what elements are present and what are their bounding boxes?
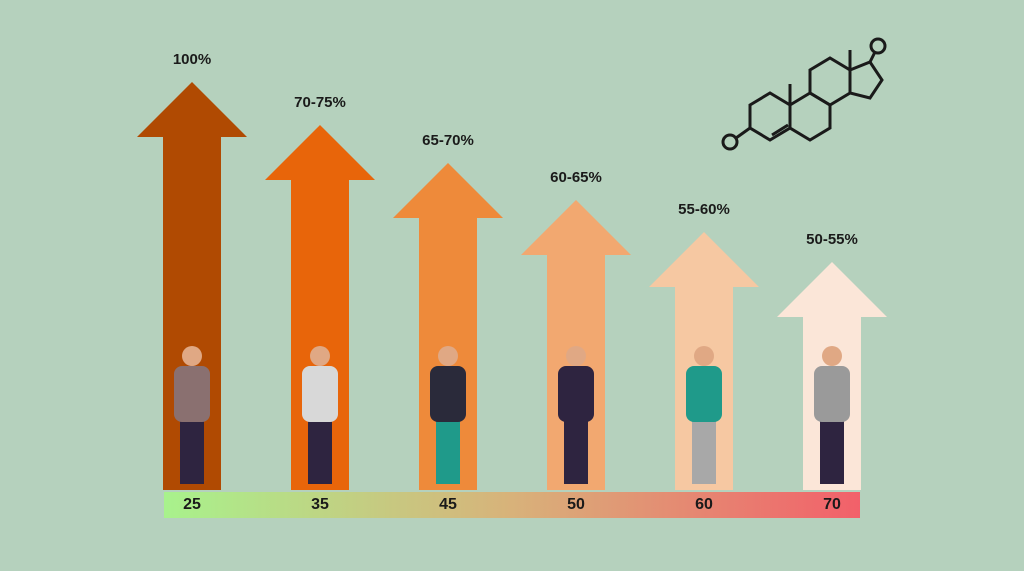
arrow — [521, 200, 631, 490]
level-label: 55-60% — [678, 201, 730, 218]
person — [430, 346, 466, 484]
person — [302, 346, 338, 484]
labels: 100% 25 70-75% 35 65-70% 45 60-65% 50 55-60% 60 50… — [173, 51, 858, 513]
person-body — [814, 366, 850, 422]
person-legs — [564, 418, 588, 484]
level-label: 100% — [173, 51, 211, 68]
level-label: 60-65% — [550, 169, 602, 186]
age-label: 45 — [439, 496, 457, 513]
person-head — [438, 346, 458, 366]
person-body — [302, 366, 338, 422]
arrows — [137, 82, 887, 490]
person — [558, 346, 594, 484]
person-body — [558, 366, 594, 422]
age-bar — [164, 492, 860, 518]
person — [814, 346, 850, 484]
age-label: 60 — [695, 496, 713, 513]
age-label: 35 — [311, 496, 329, 513]
age-label: 50 — [567, 496, 585, 513]
level-label: 70-75% — [294, 94, 346, 111]
person-head — [694, 346, 714, 366]
person — [686, 346, 722, 484]
person-head — [566, 346, 586, 366]
age-label: 25 — [183, 496, 201, 513]
steroid-molecule — [721, 37, 887, 151]
person-legs — [436, 418, 460, 484]
arrow — [265, 125, 375, 490]
level-label: 50-55% — [806, 231, 858, 248]
arrow — [137, 82, 247, 490]
person-body — [686, 366, 722, 422]
age-label: 70 — [823, 496, 841, 513]
person-body — [174, 366, 210, 422]
level-label: 65-70% — [422, 132, 474, 149]
person-legs — [820, 418, 844, 484]
person — [174, 346, 210, 484]
person-legs — [692, 418, 716, 484]
person-head — [310, 346, 330, 366]
person-legs — [180, 418, 204, 484]
person-body — [430, 366, 466, 422]
person-head — [182, 346, 202, 366]
arrow — [393, 163, 503, 490]
person-head — [822, 346, 842, 366]
person-legs — [308, 418, 332, 484]
